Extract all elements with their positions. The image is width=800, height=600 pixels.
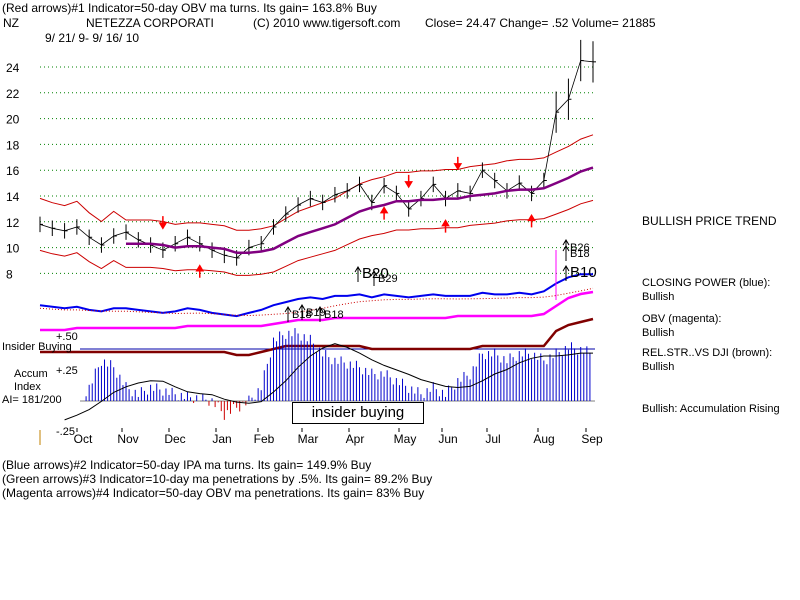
ticker-symbol: NZ [3, 16, 19, 30]
rel-strength-title: REL.STR..VS DJI (brown): [642, 347, 773, 359]
rel-strength-line [40, 317, 594, 357]
price-tick-label: 22 [6, 87, 20, 101]
month-label: Jan [212, 432, 231, 446]
closing-power-ma [39, 287, 594, 317]
accum-ma-line [64, 343, 593, 421]
signal-label: B19 [306, 307, 326, 319]
month-label: Feb [254, 432, 275, 446]
price-tick-label: 8 [6, 267, 13, 281]
date-range: 9/ 21/ 9- 9/ 16/ 10 [45, 31, 140, 45]
price-tick-label: 20 [6, 113, 20, 127]
obv-title: OBV (magenta): [642, 313, 722, 325]
index-label: Index [14, 381, 41, 393]
header-indicator-1: (Red arrows)#1 Indicator=50-day OBV ma t… [2, 1, 377, 15]
price-trend-label: BULLISH PRICE TREND [642, 214, 777, 228]
signal-arrow [562, 265, 570, 281]
red-arrow [158, 216, 168, 230]
accum-label: Accum [14, 368, 48, 380]
red-arrow [453, 156, 463, 171]
red-arrow [527, 213, 536, 228]
price-tick-label: 16 [6, 164, 20, 178]
closing-power-line [39, 273, 593, 318]
month-label: Sep [581, 432, 603, 446]
red-arrow [441, 219, 450, 233]
closing-power-state: Bullish [642, 291, 675, 303]
month-label: Apr [346, 432, 365, 446]
footer-indicator-3: (Green arrows)#3 Indicator=10-day ma pen… [2, 472, 433, 486]
obv-state: Bullish [642, 327, 675, 339]
month-label: Jul [485, 432, 500, 446]
price-line [39, 60, 594, 259]
signal-label: B18 [324, 309, 344, 321]
signal-arrow [284, 306, 292, 322]
accumulation-state: Bullish: Accumulation Rising [642, 403, 780, 415]
company-name: NETEZZA CORPORATI [86, 16, 214, 30]
ma50-line [126, 166, 594, 255]
tick-plus-50: +.50 [56, 331, 78, 343]
tick-plus-25: +.25 [56, 365, 78, 377]
red-arrow [404, 174, 413, 189]
month-label: Nov [117, 432, 138, 446]
signal-label: B18 [570, 248, 590, 260]
insider-buying-box: insider buying [292, 402, 424, 424]
rel-strength-state: Bullish [642, 361, 675, 373]
insider-buying-label: Insider Buying [2, 341, 72, 353]
price-tick-label: 24 [6, 61, 20, 75]
month-label: Jun [438, 432, 457, 446]
signal-label: B26 [570, 242, 590, 254]
month-label: Dec [164, 432, 185, 446]
signal-arrow [298, 304, 306, 320]
red-arrow [195, 264, 205, 278]
copyright-text: (C) 2010 www.tigersoft.com [253, 16, 401, 30]
price-tick-label: 18 [6, 138, 20, 152]
price-tick-label: 10 [6, 242, 20, 256]
price-tick-label: 12 [6, 216, 20, 230]
upper-band-line [39, 134, 594, 231]
quote-summary: Close= 24.47 Change= .52 Volume= 21885 [425, 16, 656, 30]
lower-band-line [39, 199, 594, 276]
footer-indicator-2: (Blue arrows)#2 Indicator=50-day IPA ma … [2, 458, 372, 472]
signal-arrow [562, 245, 570, 261]
closing-power-title: CLOSING POWER (blue): [642, 277, 771, 289]
month-label: May [394, 432, 417, 446]
price-tick-label: 14 [6, 190, 20, 204]
month-label: Oct [74, 432, 93, 446]
red-arrow [379, 206, 389, 220]
footer-indicator-4: (Magenta arrows)#4 Indicator=50-day OBV … [2, 486, 425, 500]
signal-arrow [370, 270, 378, 286]
signal-label: B10 [570, 264, 597, 281]
ai-score: AI= 181/200 [2, 394, 62, 406]
month-label: Aug [533, 432, 554, 446]
signal-label: B29 [378, 273, 398, 285]
tick-minus-25: -.25 [56, 426, 75, 438]
obv-line [40, 290, 594, 332]
signal-arrow [316, 306, 324, 322]
month-label: Mar [298, 432, 319, 446]
signal-arrow [354, 266, 362, 282]
